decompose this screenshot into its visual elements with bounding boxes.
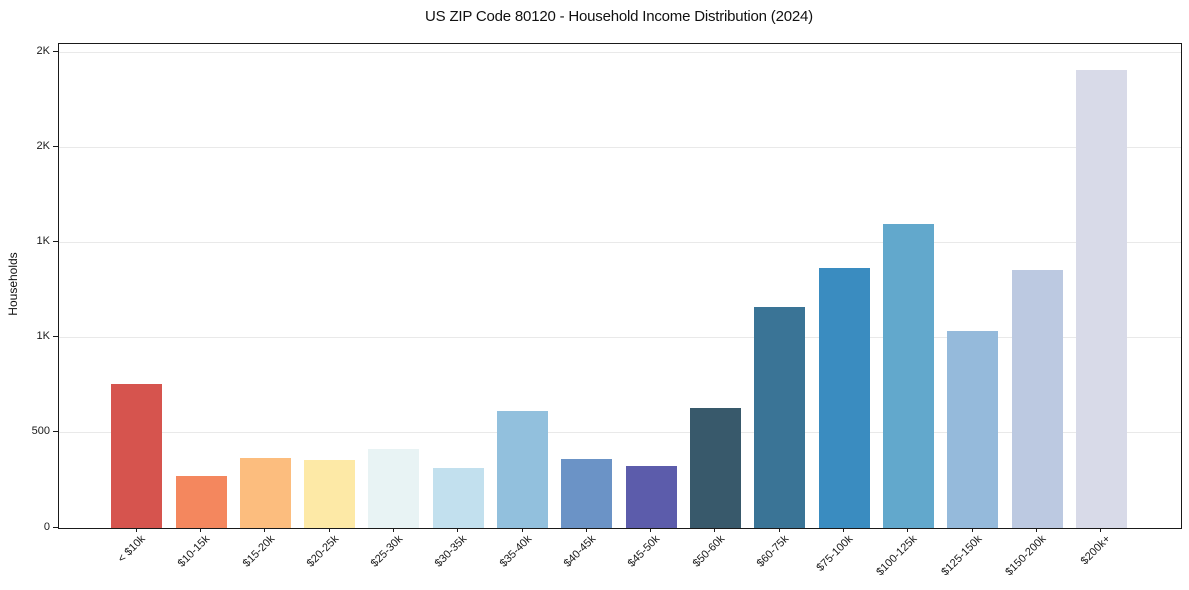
- x-tick-label: $10-15k: [175, 533, 213, 570]
- x-tick-mark: [521, 528, 523, 532]
- x-tick-mark: [585, 528, 587, 532]
- bar-$45-50k: [625, 466, 677, 528]
- bar-$75-100k: [818, 268, 870, 528]
- y-tick-mark: [53, 526, 58, 528]
- gridline-2500: [59, 52, 1181, 54]
- x-tick-mark: [264, 528, 266, 532]
- x-tick-label: $60-75k: [754, 533, 792, 570]
- bar-$25-30k: [368, 449, 420, 528]
- x-tick-mark: [392, 528, 394, 532]
- y-axis-label-text: Households: [6, 252, 20, 316]
- x-tick-mark: [1100, 528, 1102, 532]
- x-tick-label: $20-25k: [304, 533, 342, 570]
- bar-< $10k: [111, 384, 163, 528]
- x-tick-label: $25-30k: [368, 533, 406, 570]
- x-tick-label: $30-35k: [433, 533, 470, 570]
- chart-title: US ZIP Code 80120 - Household Income Dis…: [425, 8, 813, 25]
- gridline-500: [59, 432, 1181, 434]
- x-tick-label: $15-20k: [240, 533, 277, 570]
- y-tick-label: 2K: [36, 140, 50, 153]
- x-tick-label: $125-150k: [938, 533, 985, 579]
- x-tick-mark: [778, 528, 780, 532]
- gridline-2000: [59, 147, 1181, 149]
- y-tick-label: 1K: [36, 235, 50, 248]
- bar-$10-15k: [175, 476, 227, 528]
- x-tick-mark: [1036, 528, 1038, 532]
- bar-$50-60k: [689, 408, 741, 528]
- bar-$40-45k: [561, 459, 613, 528]
- x-tick-label: $150-200k: [1003, 533, 1049, 579]
- x-tick-mark: [907, 528, 909, 532]
- x-tick-mark: [457, 528, 459, 532]
- bar-$30-35k: [432, 468, 484, 528]
- x-tick-label: $75-100k: [814, 533, 856, 574]
- bar-$60-75k: [754, 307, 806, 528]
- bar-$15-20k: [239, 458, 291, 528]
- y-tick-label: 500: [31, 425, 50, 438]
- bar-$100-125k: [882, 224, 934, 528]
- bar-$20-25k: [304, 460, 356, 528]
- x-tick-mark: [714, 528, 716, 532]
- gridline-1500: [59, 242, 1181, 244]
- y-tick-label: 1K: [36, 330, 50, 343]
- y-tick-mark: [53, 431, 58, 433]
- y-tick-mark: [53, 51, 58, 53]
- y-tick-label: 0: [43, 520, 50, 533]
- y-tick-mark: [53, 336, 58, 338]
- x-tick-mark: [328, 528, 330, 532]
- gridline-1000: [59, 337, 1181, 339]
- x-tick-label: $200k+: [1078, 533, 1113, 568]
- y-tick-mark: [53, 146, 58, 148]
- bar-$35-40k: [497, 411, 549, 528]
- x-tick-label: $45-50k: [626, 533, 663, 570]
- x-tick-label: < $10k: [116, 533, 149, 566]
- x-tick-label: $35-40k: [497, 533, 535, 570]
- plot-area: [58, 43, 1182, 529]
- x-tick-mark: [971, 528, 973, 532]
- y-tick-mark: [53, 241, 58, 243]
- x-tick-mark: [650, 528, 652, 532]
- bar-$150-200k: [1011, 270, 1063, 528]
- x-tick-label: $50-60k: [690, 533, 727, 570]
- y-tick-label: 2K: [36, 45, 50, 58]
- bar-$200k+: [1075, 70, 1127, 528]
- x-tick-mark: [135, 528, 137, 532]
- x-tick-label: $100-125k: [874, 533, 920, 579]
- bar-$125-150k: [947, 331, 999, 528]
- x-tick-mark: [843, 528, 845, 532]
- x-tick-mark: [200, 528, 201, 532]
- x-tick-label: $40-45k: [561, 533, 599, 570]
